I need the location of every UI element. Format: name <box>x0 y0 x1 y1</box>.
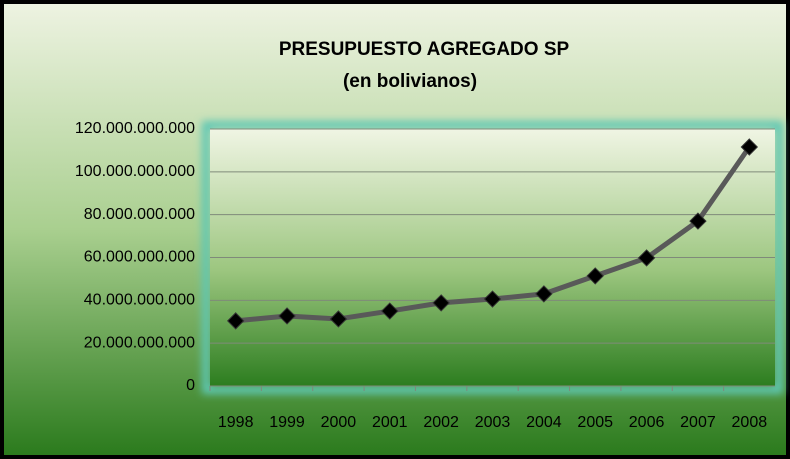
y-tick-label: 40.000.000.000 <box>84 292 195 309</box>
x-tick-label: 2006 <box>629 414 665 431</box>
x-tick-label: 2004 <box>526 414 562 431</box>
data-point <box>329 310 348 328</box>
x-tick-label: 1999 <box>269 414 305 431</box>
data-point <box>586 267 604 285</box>
x-tick-label: 2000 <box>321 414 357 431</box>
x-tick-label: 2001 <box>372 414 408 431</box>
y-tick-label: 20.000.000.000 <box>84 334 195 351</box>
y-tick-label: 60.000.000.000 <box>84 249 195 266</box>
data-point <box>689 212 707 230</box>
chart-subtitle: (en bolivianos) <box>343 71 477 92</box>
x-tick-label: 1998 <box>218 414 254 431</box>
y-tick-label: 80.000.000.000 <box>84 206 195 223</box>
x-tick-label: 2005 <box>577 414 613 431</box>
data-point <box>432 294 450 312</box>
x-tick-label: 2008 <box>732 414 768 431</box>
y-tick-label: 120.000.000.000 <box>75 120 195 137</box>
x-tick-label: 2003 <box>475 414 511 431</box>
x-tick-label: 2007 <box>680 414 716 431</box>
y-tick-label: 0 <box>186 377 195 394</box>
data-point <box>740 138 759 156</box>
data-point <box>483 290 502 308</box>
x-tick-label: 2002 <box>423 414 459 431</box>
data-point <box>278 307 296 325</box>
chart-title: PRESUPUESTO AGREGADO SP <box>279 39 570 60</box>
plot-glow <box>202 121 783 394</box>
data-point <box>381 302 399 320</box>
data-point <box>535 285 553 303</box>
data-point <box>226 312 245 330</box>
data-point <box>637 249 656 267</box>
y-tick-label: 100.000.000.000 <box>75 163 195 180</box>
